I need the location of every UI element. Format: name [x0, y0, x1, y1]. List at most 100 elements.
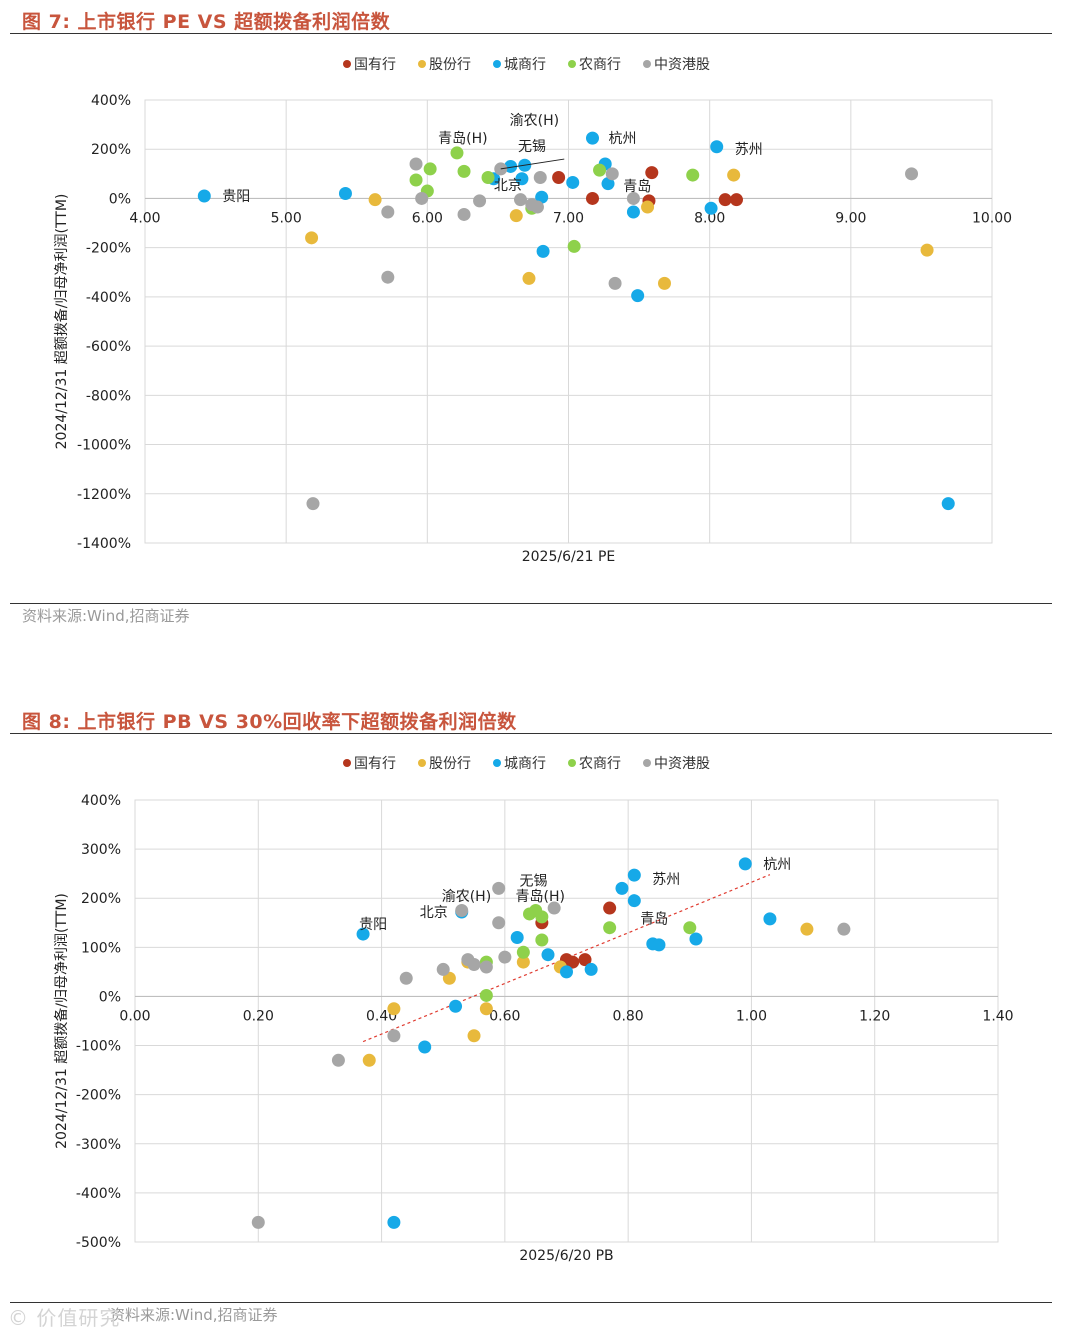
scatter-point-城商行: [652, 938, 666, 952]
y-tick-label: -800%: [86, 388, 131, 404]
scatter-point-农商行: [450, 146, 464, 160]
y-tick-label: 100%: [81, 940, 121, 956]
scatter-point-城商行: [626, 205, 640, 219]
point-annotation: 杭州: [763, 857, 791, 873]
point-annotation: 苏州: [652, 872, 680, 888]
scatter-point-国有行: [603, 901, 617, 915]
y-tick-label: -300%: [76, 1137, 121, 1153]
x-tick-label: 0.60: [489, 1008, 520, 1024]
figure-7-title: 图 7: 上市银行 PE VS 超额拨备利润倍数: [22, 11, 391, 33]
scatter-point-农商行: [603, 921, 617, 935]
x-axis-title: 2025/6/20 PB: [519, 1248, 613, 1264]
scatter-point-中资港股: [514, 193, 528, 207]
scatter-point-城商行: [535, 190, 549, 204]
point-annotation: 青岛: [640, 912, 668, 928]
scatter-point-股份行: [522, 271, 536, 285]
scatter-point-城商行: [627, 868, 641, 882]
y-axis-title: 2024/12/31 超额拨备/归母净利润(TTM): [53, 194, 70, 450]
x-tick-label: 0.20: [243, 1008, 274, 1024]
scatter-point-股份行: [800, 922, 814, 936]
legend-label: 国有行: [354, 756, 396, 772]
y-tick-label: -1000%: [77, 438, 131, 454]
scatter-point-中资港股: [530, 200, 544, 214]
legend-marker-国有行: [343, 60, 351, 68]
scatter-point-城商行: [704, 201, 718, 215]
y-tick-label: 400%: [91, 93, 131, 109]
watermark: © 价值研究: [8, 1306, 121, 1330]
scatter-point-股份行: [516, 955, 530, 969]
legend-label: 中资港股: [654, 57, 710, 73]
scatter-point-农商行: [479, 988, 493, 1002]
scatter-point-股份行: [657, 276, 671, 290]
x-tick-label: 0.00: [119, 1008, 150, 1024]
scatter-point-中资港股: [467, 958, 481, 972]
scatter-point-中资港股: [492, 881, 506, 895]
x-tick-label: 10.00: [972, 210, 1012, 226]
scatter-point-中资港股: [905, 167, 919, 181]
scatter-point-城商行: [515, 172, 529, 186]
scatter-point-中资港股: [492, 916, 506, 930]
y-tick-label: -500%: [76, 1235, 121, 1251]
scatter-point-城商行: [585, 131, 599, 145]
point-annotation: 北京: [494, 178, 522, 194]
y-tick-label: 300%: [81, 842, 121, 858]
scatter-point-农商行: [409, 173, 423, 187]
point-annotation: 渝农(H): [510, 113, 559, 129]
y-tick-label: -100%: [76, 1039, 121, 1055]
scatter-point-农商行: [481, 171, 495, 185]
scatter-point-城商行: [541, 948, 555, 962]
scatter-point-农商行: [535, 933, 549, 947]
scatter-point-中资港股: [251, 1215, 265, 1229]
scatter-point-股份行: [727, 168, 741, 182]
scatter-point-国有行: [585, 191, 599, 205]
scatter-point-股份行: [479, 1002, 493, 1016]
y-tick-label: -1400%: [77, 536, 131, 552]
scatter-point-农商行: [567, 239, 581, 253]
scatter-point-中资港股: [331, 1053, 345, 1067]
legend-marker-中资港股: [643, 60, 651, 68]
y-tick-label: -400%: [86, 290, 131, 306]
scatter-point-城商行: [387, 1215, 401, 1229]
scatter-point-股份行: [509, 209, 523, 223]
scatter-point-农商行: [423, 162, 437, 176]
legend-label: 中资港股: [654, 756, 710, 772]
y-tick-label: -1200%: [77, 487, 131, 503]
scatter-point-城商行: [615, 881, 629, 895]
scatter-point-城商行: [338, 187, 352, 201]
scatter-point-城商行: [510, 931, 524, 945]
scatter-point-城商行: [627, 894, 641, 908]
scatter-point-城商行: [763, 912, 777, 926]
x-axis-title: 2025/6/21 PE: [522, 549, 616, 565]
scatter-point-城商行: [738, 857, 752, 871]
figure-8-top-rule: [10, 733, 1052, 734]
scatter-point-国有行: [552, 171, 566, 185]
x-tick-label: 0.80: [613, 1008, 644, 1024]
scatter-point-中资港股: [381, 270, 395, 284]
scatter-point-城商行: [710, 140, 724, 154]
scatter-point-国有行: [729, 193, 743, 207]
scatter-point-城商行: [584, 962, 598, 976]
scatter-point-农商行: [535, 910, 549, 924]
scatter-point-股份行: [467, 1029, 481, 1043]
point-annotation: 无锡: [520, 874, 548, 890]
scatter-point-中资港股: [473, 194, 487, 208]
point-annotation: 贵阳: [222, 189, 250, 205]
scatter-point-城商行: [566, 175, 580, 189]
y-tick-label: 0%: [109, 191, 131, 207]
scatter-point-中资港股: [457, 207, 471, 221]
legend-label: 农商行: [579, 57, 621, 73]
scatter-point-中资港股: [837, 922, 851, 936]
scatter-point-城商行: [631, 289, 645, 303]
scatter-point-中资港股: [533, 171, 547, 185]
legend-label: 城商行: [504, 756, 546, 772]
scatter-point-农商行: [457, 164, 471, 178]
pb-scatter-chart: 400% 300% 200% 100% 0% -100% -200% -300% -400% -5…: [53, 756, 1014, 1264]
figure-8-bottom-rule: [10, 1302, 1052, 1303]
scatter-point-城商行: [449, 999, 463, 1013]
scatter-point-中资港股: [626, 191, 640, 205]
scatter-point-国有行: [566, 955, 580, 969]
y-tick-label: -200%: [86, 241, 131, 257]
scatter-point-国有行: [645, 166, 659, 180]
scatter-point-中资港股: [436, 962, 450, 976]
annotation-leader-line: [500, 158, 565, 170]
